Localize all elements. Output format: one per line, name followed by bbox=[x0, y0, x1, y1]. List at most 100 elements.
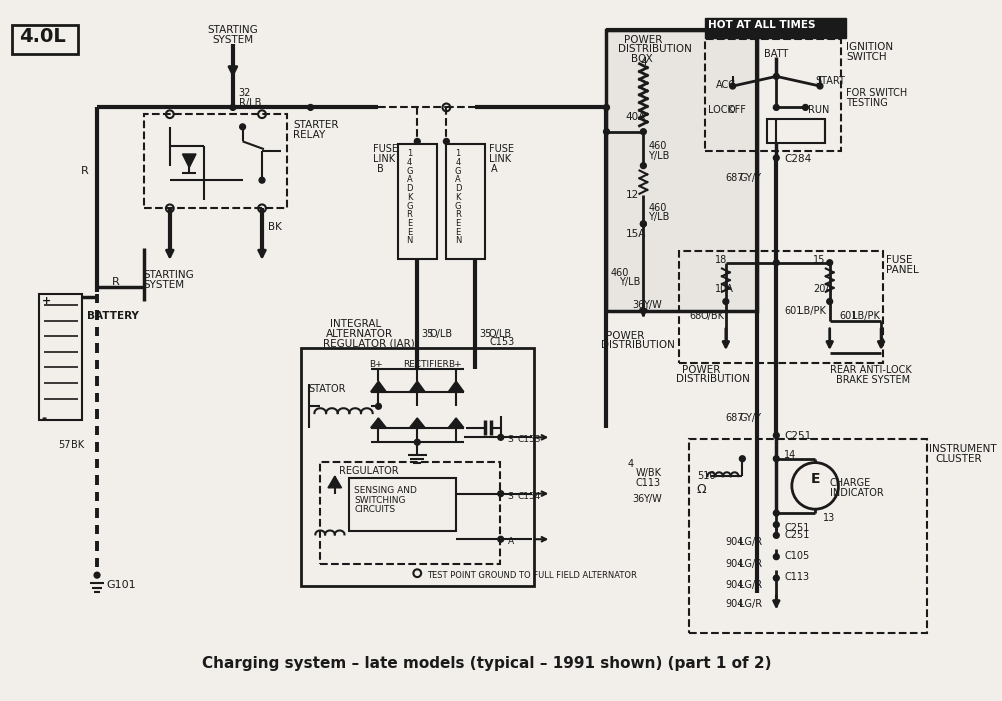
Circle shape bbox=[497, 435, 503, 440]
Text: A: A bbox=[406, 175, 412, 184]
Text: CIRCUITS: CIRCUITS bbox=[354, 505, 395, 515]
Text: DISTRIBUTION: DISTRIBUTION bbox=[600, 340, 674, 350]
Polygon shape bbox=[371, 381, 386, 392]
Text: 35: 35 bbox=[421, 329, 433, 339]
Text: SWITCHING: SWITCHING bbox=[354, 496, 405, 505]
Text: CHARGE: CHARGE bbox=[829, 478, 870, 488]
Text: Y/LB: Y/LB bbox=[647, 212, 669, 222]
Text: Y/W: Y/W bbox=[642, 494, 661, 503]
Text: SYSTEM: SYSTEM bbox=[143, 280, 184, 290]
Text: Y/W: Y/W bbox=[642, 299, 661, 310]
Circle shape bbox=[773, 74, 779, 79]
Text: FUSE: FUSE bbox=[489, 144, 514, 154]
Text: BK: BK bbox=[268, 222, 282, 232]
Polygon shape bbox=[328, 476, 342, 488]
Text: BATTERY: BATTERY bbox=[87, 311, 139, 321]
Text: 904: 904 bbox=[725, 599, 743, 609]
Text: LG/R: LG/R bbox=[738, 580, 762, 590]
Text: HOT AT ALL TIMES: HOT AT ALL TIMES bbox=[707, 20, 815, 30]
Circle shape bbox=[773, 456, 779, 462]
Text: D: D bbox=[406, 184, 413, 193]
Text: LG/R: LG/R bbox=[738, 599, 762, 609]
Text: 1: 1 bbox=[455, 149, 460, 158]
Text: 32: 32 bbox=[238, 88, 250, 98]
Circle shape bbox=[773, 554, 779, 559]
Circle shape bbox=[229, 104, 235, 110]
Text: FOR SWITCH: FOR SWITCH bbox=[846, 88, 907, 98]
Text: N: N bbox=[406, 236, 412, 245]
Text: RELAY: RELAY bbox=[293, 130, 325, 139]
Text: Charging system – late models (typical – 1991 shown) (part 1 of 2): Charging system – late models (typical –… bbox=[202, 655, 772, 671]
Text: -: - bbox=[42, 412, 47, 425]
Text: 1: 1 bbox=[407, 149, 412, 158]
Text: C105: C105 bbox=[784, 551, 809, 561]
Text: ALTERNATOR: ALTERNATOR bbox=[326, 329, 393, 339]
Text: A: A bbox=[491, 164, 497, 174]
Circle shape bbox=[773, 260, 779, 266]
Text: 18: 18 bbox=[714, 255, 726, 265]
Text: S: S bbox=[507, 491, 513, 501]
Text: 35: 35 bbox=[479, 329, 491, 339]
Text: REGULATOR: REGULATOR bbox=[339, 466, 398, 477]
Text: POWER: POWER bbox=[681, 365, 719, 374]
Polygon shape bbox=[409, 381, 425, 392]
Text: 36: 36 bbox=[632, 299, 644, 310]
Text: +: + bbox=[42, 296, 51, 306]
Text: B: B bbox=[376, 164, 383, 174]
Text: K: K bbox=[407, 193, 412, 202]
Circle shape bbox=[773, 104, 779, 110]
Text: E: E bbox=[810, 472, 819, 486]
Text: Ω: Ω bbox=[696, 483, 705, 496]
Text: LINK: LINK bbox=[373, 154, 395, 164]
Text: GY/Y: GY/Y bbox=[738, 413, 761, 423]
Text: C113: C113 bbox=[784, 572, 809, 583]
Text: 57: 57 bbox=[58, 440, 71, 450]
Bar bbox=[446, 144, 485, 259]
Text: INDICATOR: INDICATOR bbox=[829, 488, 883, 498]
Text: 10A: 10A bbox=[714, 284, 733, 294]
Text: BK: BK bbox=[71, 440, 84, 450]
Text: A: A bbox=[507, 537, 513, 546]
Polygon shape bbox=[371, 418, 386, 428]
Text: INSTRUMENT: INSTRUMENT bbox=[928, 444, 995, 454]
Text: 14: 14 bbox=[784, 450, 796, 460]
Bar bbox=[688, 440, 926, 634]
Circle shape bbox=[603, 129, 609, 135]
Text: LB/PK: LB/PK bbox=[851, 311, 879, 321]
Bar bbox=[349, 478, 456, 531]
Polygon shape bbox=[409, 418, 425, 428]
Text: R: R bbox=[80, 165, 88, 176]
Text: START: START bbox=[815, 76, 844, 86]
Circle shape bbox=[817, 83, 822, 89]
Text: C284: C284 bbox=[784, 154, 811, 164]
Text: E: E bbox=[407, 228, 412, 237]
Text: O/LB: O/LB bbox=[488, 329, 511, 339]
Circle shape bbox=[773, 533, 779, 538]
Text: POWER: POWER bbox=[623, 34, 661, 45]
Circle shape bbox=[308, 104, 313, 110]
Circle shape bbox=[259, 177, 265, 183]
Text: BATT: BATT bbox=[764, 49, 788, 59]
Text: O/BK: O/BK bbox=[700, 311, 723, 321]
Text: ACC: ACC bbox=[715, 80, 735, 90]
Text: STARTER: STARTER bbox=[293, 120, 339, 130]
Text: C113: C113 bbox=[635, 478, 660, 488]
Text: C251: C251 bbox=[784, 529, 809, 540]
Circle shape bbox=[729, 83, 734, 89]
Text: 4: 4 bbox=[627, 458, 633, 469]
Circle shape bbox=[603, 104, 609, 110]
Text: 460: 460 bbox=[647, 142, 666, 151]
Text: G: G bbox=[406, 167, 413, 176]
Circle shape bbox=[773, 155, 779, 161]
Text: R: R bbox=[111, 277, 119, 287]
Bar bbox=[12, 25, 77, 54]
Circle shape bbox=[722, 299, 728, 304]
Text: N: N bbox=[454, 236, 461, 245]
Circle shape bbox=[773, 522, 779, 528]
Text: C251: C251 bbox=[784, 430, 811, 440]
Text: LG/R: LG/R bbox=[738, 537, 762, 547]
Text: BRAKE SYSTEM: BRAKE SYSTEM bbox=[835, 375, 909, 386]
Circle shape bbox=[826, 299, 832, 304]
Text: G: G bbox=[406, 202, 413, 210]
Text: RECTIFIER: RECTIFIER bbox=[403, 360, 448, 369]
